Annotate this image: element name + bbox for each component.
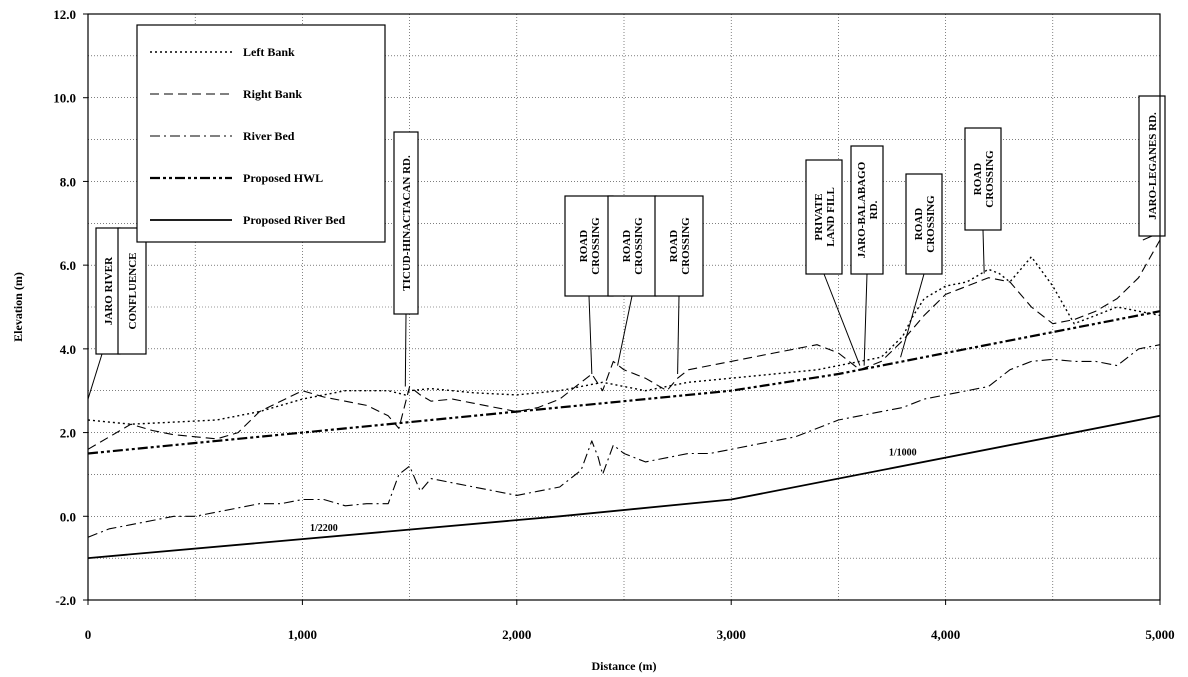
x-tick-label: 5,000 (1145, 627, 1174, 642)
callout-line: ROAD (668, 230, 680, 262)
callout-leader (823, 273, 861, 366)
plot-frame (87, 13, 1161, 601)
callout-text: CONFLUENCE (127, 252, 139, 329)
callout-text: JARO-LEGANES RD. (1147, 112, 1159, 220)
callout-line: CROSSING (633, 217, 645, 275)
callout-text: JARO-BALABAGORD. (856, 161, 880, 258)
callout-9: JARO-LEGANES RD. (1138, 95, 1166, 237)
callout-text: JARO RIVER (103, 256, 115, 325)
callout-text: TICUD-HINACTACAN RD. (401, 155, 413, 291)
callout-line: CROSSING (680, 217, 692, 275)
callout-leader (87, 353, 103, 400)
callout-line: JARO-BALABAGO (856, 161, 868, 258)
callout-box (850, 145, 884, 275)
callout-text: ROADCROSSING (972, 150, 996, 208)
callout-leader (1142, 235, 1153, 241)
callout-text: ROADCROSSING (621, 217, 645, 275)
x-tick-label: 1,000 (288, 627, 317, 642)
x-tick-label: 0 (85, 627, 92, 642)
callout-text: PRIVATELAND FILL (813, 187, 837, 247)
legend-box (136, 24, 386, 243)
callout-text: ROADCROSSING (913, 195, 937, 253)
series-dash-dot (87, 344, 1161, 538)
y-tick-label: 2.0 (60, 426, 76, 441)
slope-label: 1/1000 (889, 448, 917, 459)
callout-leader (588, 295, 593, 374)
callout-line: ROAD (621, 230, 633, 262)
legend-label: Right Bank (243, 87, 302, 101)
series-layer (87, 239, 1161, 559)
callout-line: ROAD (972, 163, 984, 195)
x-axis-title: Distance (m) (592, 659, 657, 673)
legend-label: River Bed (243, 129, 295, 143)
callout-6: JARO-BALABAGORD. (850, 145, 884, 275)
callout-box (654, 195, 704, 297)
callout-2: ROADCROSSING (564, 195, 614, 297)
callout-8: ROADCROSSING (964, 127, 1002, 231)
slope-label: 1/2200 (310, 523, 338, 534)
callout-text: ROADCROSSING (668, 217, 692, 275)
callout-leader (404, 313, 407, 387)
callout-leader (982, 229, 985, 274)
y-tick-label: 8.0 (60, 174, 76, 189)
series-dashed (87, 239, 1161, 450)
x-tick-label: 4,000 (931, 627, 960, 642)
callout-line: LAND FILL (825, 187, 837, 247)
slope-labels: 1/2200 1/1000 (310, 448, 917, 534)
y-tick-label: 12.0 (53, 7, 76, 22)
y-axis-title: Elevation (m) (11, 272, 25, 342)
callout-box (805, 159, 843, 275)
annotations: JARO RIVER CONFLUENCE TICUD-HINACTACAN RD.… (87, 95, 1166, 400)
callout-line: PRIVATE (813, 193, 825, 240)
callout-line: CROSSING (925, 195, 937, 253)
callout-box (564, 195, 614, 297)
callout-jaro-river: JARO RIVER (95, 227, 121, 355)
y-tick-label: 0.0 (60, 509, 76, 524)
callout-line: JARO RIVER (103, 256, 115, 325)
callout-confluence: CONFLUENCE (117, 227, 147, 355)
callout-4: ROADCROSSING (654, 195, 704, 297)
callout-7: ROADCROSSING (905, 173, 943, 275)
y-tick-label: 10.0 (53, 91, 76, 106)
callout-text: ROADCROSSING (578, 217, 602, 275)
callout-line: CROSSING (984, 150, 996, 208)
callout-line: ROAD (913, 208, 925, 240)
callout-box (1138, 95, 1166, 237)
axes: -2.0 0.0 2.0 4.0 6.0 8.0 10.0 12.0 0 1,000 2,000 3,… (53, 7, 1174, 642)
callout-leader (900, 273, 925, 358)
callout-box (964, 127, 1002, 231)
legend-label: Proposed River Bed (243, 213, 346, 227)
legend-label: Left Bank (243, 45, 295, 59)
series-dotted (87, 256, 1161, 425)
legend: Left Bank Right Bank River Bed Proposed HWL… (136, 24, 386, 243)
callout-line: JARO-LEGANES RD. (1147, 112, 1159, 220)
y-tick-label: -2.0 (55, 593, 76, 608)
y-tick-label: 6.0 (60, 258, 76, 273)
callout-3: ROADCROSSING (607, 195, 657, 297)
callout-line: CROSSING (590, 217, 602, 275)
callout-1: TICUD-HINACTACAN RD. (393, 131, 419, 315)
callout-box (95, 227, 121, 355)
x-tick-label: 3,000 (717, 627, 746, 642)
series-dash-dot-dot (87, 310, 1161, 455)
callout-leader (677, 295, 680, 374)
callout-box (393, 131, 419, 315)
callout-box (117, 227, 147, 355)
callout-line: CONFLUENCE (127, 252, 139, 329)
callout-box (905, 173, 943, 275)
callout-leader (863, 273, 868, 366)
legend-label: Proposed HWL (243, 171, 323, 185)
x-tick-label: 2,000 (502, 627, 531, 642)
callout-line: TICUD-HINACTACAN RD. (401, 155, 413, 291)
callout-box (607, 195, 657, 297)
callout-line: ROAD (578, 230, 590, 262)
series-solid (87, 414, 1161, 559)
callout-leader (617, 295, 633, 366)
callout-line: RD. (868, 200, 880, 219)
y-tick-label: 4.0 (60, 342, 76, 357)
callout-5: PRIVATELAND FILL (805, 159, 843, 275)
